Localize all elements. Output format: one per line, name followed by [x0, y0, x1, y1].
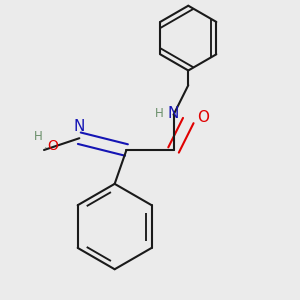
Text: N: N — [74, 119, 85, 134]
Text: ·: · — [44, 143, 47, 154]
Text: O: O — [197, 110, 209, 125]
Text: O: O — [47, 140, 58, 154]
Text: H: H — [34, 130, 43, 142]
Text: N: N — [168, 106, 179, 121]
Text: H: H — [154, 107, 163, 120]
